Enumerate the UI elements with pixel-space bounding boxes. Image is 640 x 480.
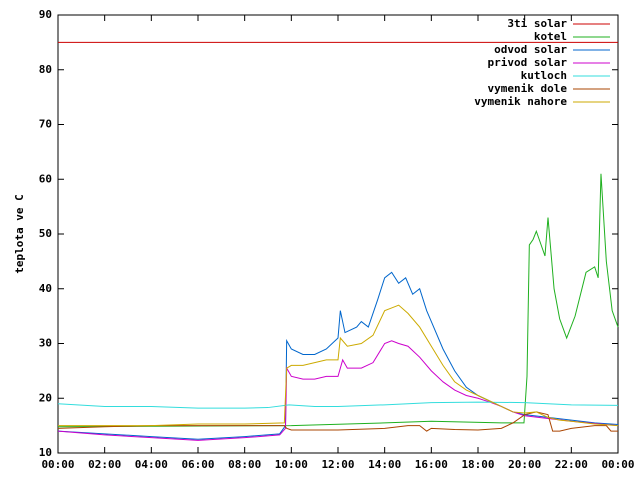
- y-tick-label: 20: [39, 391, 52, 404]
- y-tick-label: 10: [39, 446, 52, 459]
- legend-label: vymenik dole: [488, 82, 568, 95]
- y-axis-label: teplota ve C: [13, 194, 26, 273]
- y-tick-label: 50: [39, 227, 52, 240]
- x-tick-label: 08:00: [228, 458, 261, 471]
- x-tick-label: 18:00: [461, 458, 494, 471]
- legend-label: kotel: [534, 30, 567, 43]
- y-tick-label: 80: [39, 63, 52, 76]
- series-line: [58, 304, 619, 427]
- x-tick-label: 06:00: [181, 458, 214, 471]
- y-tick-label: 60: [39, 172, 52, 185]
- series-line: [57, 401, 619, 409]
- x-tick-label: 22:00: [555, 458, 588, 471]
- y-tick-label: 40: [39, 282, 52, 295]
- legend-label: vymenik nahore: [474, 95, 567, 108]
- x-tick-label: 00:00: [601, 458, 634, 471]
- x-tick-label: 04:00: [135, 458, 168, 471]
- series-line: [57, 173, 619, 428]
- x-tick-label: 12:00: [321, 458, 354, 471]
- series-line: [57, 411, 618, 432]
- legend-label: kutloch: [521, 69, 567, 82]
- y-tick-label: 30: [39, 337, 52, 350]
- legend-label: odvod solar: [494, 43, 567, 56]
- legend-label: 3ti solar: [507, 17, 567, 30]
- y-tick-label: 70: [39, 118, 52, 131]
- x-tick-label: 02:00: [88, 458, 121, 471]
- x-tick-label: 10:00: [275, 458, 308, 471]
- legend-label: privod solar: [488, 56, 568, 69]
- x-tick-label: 14:00: [368, 458, 401, 471]
- y-tick-label: 90: [39, 8, 52, 21]
- plot-area: [57, 41, 619, 441]
- x-tick-label: 20:00: [508, 458, 541, 471]
- x-tick-label: 00:00: [41, 458, 74, 471]
- x-tick-label: 16:00: [415, 458, 448, 471]
